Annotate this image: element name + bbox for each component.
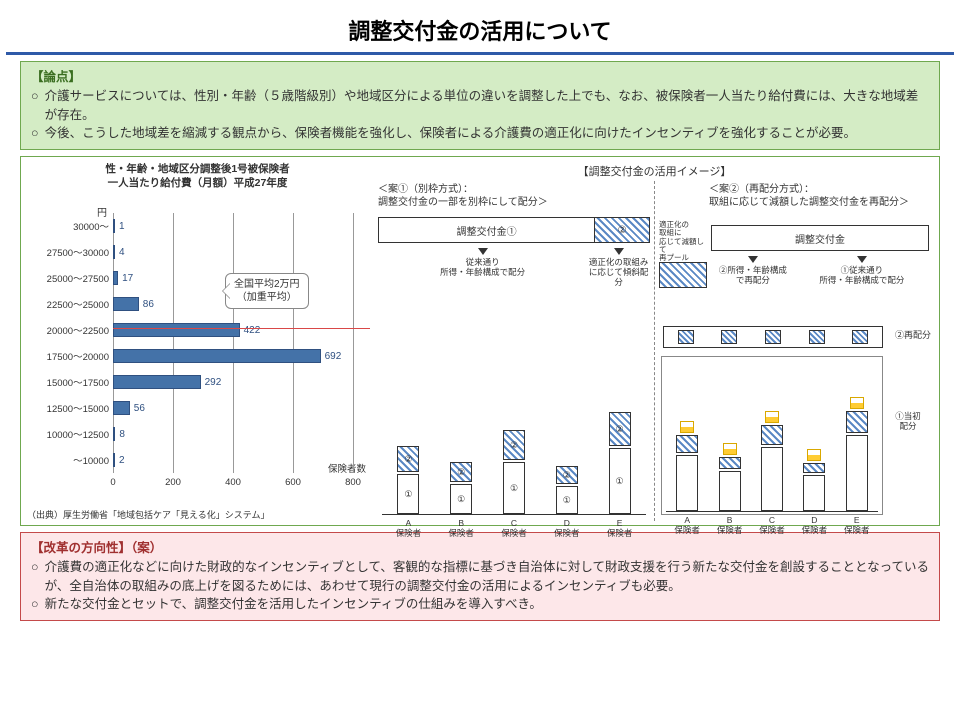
plan1-sub-right: 適正化の取組みに応じて傾斜配分: [589, 257, 649, 287]
plan1-seg-right: ②: [594, 218, 649, 242]
plan2-header: ＜案②（再配分方式）：取組に応じて減額した調整交付金を再配分＞: [659, 183, 931, 213]
plan2-row2-label: ②再配分: [895, 328, 931, 341]
plan2-alloc-label: ①当初配分: [885, 411, 931, 431]
plan-1: ＜案①（別枠方式）：調整交付金の一部を別枠にして配分＞ 調整交付金① ② 従来通…: [374, 181, 654, 521]
plan2-sub-left: ②所得・年齢構成で再配分: [719, 265, 787, 285]
chart-title-2: 一人当たり給付費（月額）平成27年度: [108, 177, 288, 189]
plan1-header: ＜案①（別枠方式）：調整交付金の一部を別枠にして配分＞: [378, 183, 650, 213]
plan2-sub-right: ①従来通り所得・年齢構成で配分: [819, 265, 904, 285]
plan1-sub-left: 従来通り所得・年齢構成で配分: [440, 257, 525, 277]
chart-source: （出典）厚生労働省「地域包括ケア「見える化」システム」: [27, 508, 269, 521]
plan1-seg-left: 調整交付金①: [379, 218, 594, 242]
plan2-block: 調整交付金: [711, 225, 929, 251]
plan2-pre-box: [659, 262, 707, 288]
plan-2: ＜案②（再配分方式）：取組に応じて減額した調整交付金を再配分＞ 適正化の取組に応…: [655, 181, 935, 521]
plan2-realloc-row: [663, 326, 883, 348]
plan2-seg: 調整交付金: [712, 226, 928, 250]
usage-title: 【調整交付金の活用イメージ】: [374, 161, 935, 181]
title-underline: [6, 52, 954, 55]
plan2-pre-label: 適正化の取組に応じて減額して再プール: [659, 221, 707, 262]
avg-callout: 全国平均2万円（加重平均）: [225, 273, 309, 309]
issues-header: 【論点】: [31, 68, 929, 87]
chart-title-1: 性・年齢・地域区分調整後1号被保険者: [105, 163, 289, 175]
plan1-block: 調整交付金① ②: [378, 217, 650, 243]
bar-chart: 性・年齢・地域区分調整後1号被保険者 一人当たり給付費（月額）平成27年度 円 …: [25, 161, 370, 521]
main-panel: 性・年齢・地域区分調整後1号被保険者 一人当たり給付費（月額）平成27年度 円 …: [20, 156, 940, 526]
plan2-zoom: A保険者B保険者C保険者D保険者E保険者: [661, 356, 883, 515]
direction-box: 【改革の方向性】（案） ○介護費の適正化などに向けた財政的なインセンティブとして…: [20, 532, 940, 621]
usage-image-panel: 【調整交付金の活用イメージ】 ＜案①（別枠方式）：調整交付金の一部を別枠にして配…: [374, 161, 935, 521]
issues-box: 【論点】 ○介護サービスについては、性別・年齢（５歳階級別）や地域区分による単位…: [20, 61, 940, 150]
page-title: 調整交付金の活用について: [0, 0, 960, 52]
direction-header: 【改革の方向性】（案）: [31, 539, 929, 558]
